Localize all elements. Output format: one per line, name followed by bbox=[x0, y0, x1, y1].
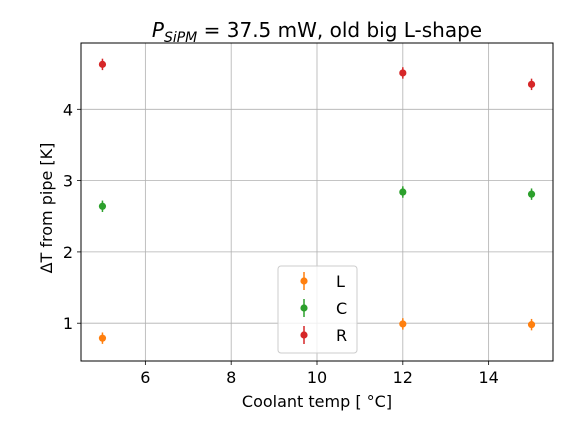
legend-item-R: R bbox=[300, 326, 347, 345]
y-tick-label: 2 bbox=[63, 243, 73, 262]
x-tick-label: 12 bbox=[393, 368, 413, 387]
y-tick-label: 3 bbox=[63, 172, 73, 191]
x-tick-label: 10 bbox=[307, 368, 327, 387]
legend-marker bbox=[300, 304, 308, 312]
data-point bbox=[399, 69, 407, 77]
legend-marker bbox=[300, 277, 308, 285]
data-point bbox=[527, 190, 536, 198]
title-symbol: P bbox=[152, 18, 165, 42]
title-text: = 37.5 mW, old big L-shape bbox=[197, 18, 482, 42]
legend-marker bbox=[300, 331, 308, 339]
y-axis-label: ΔT from pipe [K] bbox=[37, 143, 56, 274]
data-points bbox=[98, 58, 536, 344]
y-tick-label: 1 bbox=[63, 314, 73, 333]
legend-label: R bbox=[336, 326, 347, 345]
x-tick-label: 8 bbox=[226, 368, 236, 387]
x-tick-label: 14 bbox=[478, 368, 498, 387]
series-R bbox=[98, 58, 536, 91]
legend-box bbox=[277, 265, 358, 354]
data-point bbox=[527, 321, 536, 329]
data-point bbox=[399, 320, 407, 328]
data-point bbox=[98, 60, 107, 68]
legend-label: C bbox=[336, 299, 347, 318]
series-L bbox=[98, 318, 536, 344]
data-point bbox=[98, 202, 107, 210]
data-point bbox=[527, 80, 536, 88]
x-tick-label: 6 bbox=[140, 368, 150, 387]
legend-item-C: C bbox=[300, 299, 347, 318]
chart-title: PSiPM = 37.5 mW, old big L-shape bbox=[152, 18, 482, 46]
title-subscript: SiPM bbox=[164, 30, 197, 46]
legend-label: L bbox=[336, 272, 345, 291]
x-axis-label: Coolant temp [ °C] bbox=[242, 392, 392, 411]
data-point bbox=[399, 188, 407, 196]
y-tick-label: 4 bbox=[63, 100, 73, 119]
legend: LCR bbox=[277, 265, 358, 354]
legend-item-L: L bbox=[300, 272, 345, 291]
data-point bbox=[98, 334, 107, 342]
series-C bbox=[98, 186, 536, 212]
